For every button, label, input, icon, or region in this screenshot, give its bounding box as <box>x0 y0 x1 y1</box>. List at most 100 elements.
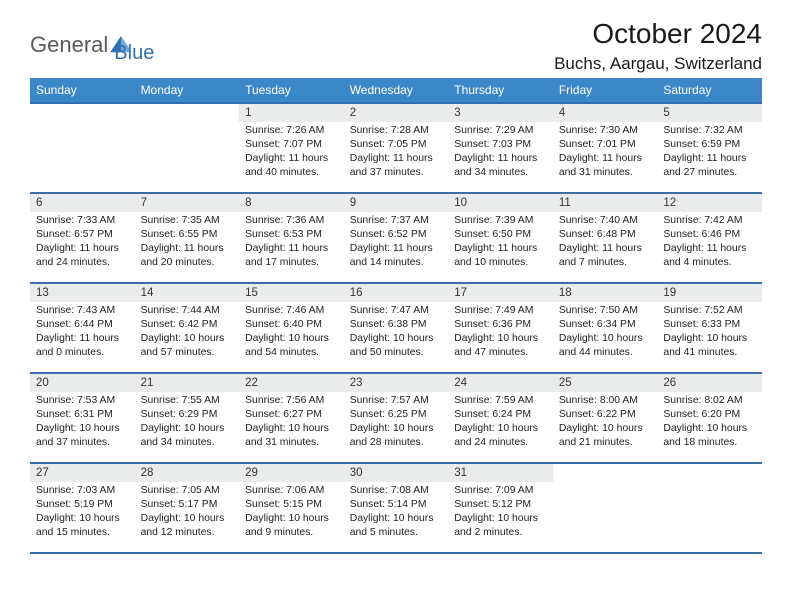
header: General Blue October 2024 Buchs, Aargau,… <box>30 18 762 74</box>
day-details: Sunrise: 7:28 AMSunset: 7:05 PMDaylight:… <box>344 122 449 184</box>
day-number: 26 <box>657 374 762 392</box>
daylight-text: Daylight: 11 hours and 0 minutes. <box>36 332 131 360</box>
calendar-cell: 25Sunrise: 8:00 AMSunset: 6:22 PMDayligh… <box>553 373 658 463</box>
sunset-text: Sunset: 5:12 PM <box>454 498 549 512</box>
sunset-text: Sunset: 6:40 PM <box>245 318 340 332</box>
sunset-text: Sunset: 6:46 PM <box>663 228 758 242</box>
sunrise-text: Sunrise: 7:35 AM <box>141 214 236 228</box>
sunset-text: Sunset: 6:52 PM <box>350 228 445 242</box>
day-details: Sunrise: 7:30 AMSunset: 7:01 PMDaylight:… <box>553 122 658 184</box>
sunrise-text: Sunrise: 7:03 AM <box>36 484 131 498</box>
calendar-cell <box>135 103 240 193</box>
daylight-text: Daylight: 11 hours and 17 minutes. <box>245 242 340 270</box>
day-number: 16 <box>344 284 449 302</box>
daylight-text: Daylight: 10 hours and 50 minutes. <box>350 332 445 360</box>
daylight-text: Daylight: 10 hours and 28 minutes. <box>350 422 445 450</box>
month-title: October 2024 <box>554 18 762 50</box>
calendar-cell <box>30 103 135 193</box>
day-number: 12 <box>657 194 762 212</box>
daylight-text: Daylight: 11 hours and 34 minutes. <box>454 152 549 180</box>
day-details: Sunrise: 7:55 AMSunset: 6:29 PMDaylight:… <box>135 392 240 454</box>
weekday-header: Sunday <box>30 78 135 103</box>
brand-logo: General Blue <box>30 24 154 65</box>
day-details: Sunrise: 7:29 AMSunset: 7:03 PMDaylight:… <box>448 122 553 184</box>
day-details: Sunrise: 7:46 AMSunset: 6:40 PMDaylight:… <box>239 302 344 364</box>
day-details: Sunrise: 7:50 AMSunset: 6:34 PMDaylight:… <box>553 302 658 364</box>
day-details: Sunrise: 7:47 AMSunset: 6:38 PMDaylight:… <box>344 302 449 364</box>
sunset-text: Sunset: 6:34 PM <box>559 318 654 332</box>
daylight-text: Daylight: 10 hours and 57 minutes. <box>141 332 236 360</box>
day-details: Sunrise: 7:26 AMSunset: 7:07 PMDaylight:… <box>239 122 344 184</box>
calendar-week-row: 13Sunrise: 7:43 AMSunset: 6:44 PMDayligh… <box>30 283 762 373</box>
calendar-cell: 10Sunrise: 7:39 AMSunset: 6:50 PMDayligh… <box>448 193 553 283</box>
sunrise-text: Sunrise: 7:29 AM <box>454 124 549 138</box>
day-number: 15 <box>239 284 344 302</box>
day-number: 7 <box>135 194 240 212</box>
sunrise-text: Sunrise: 7:09 AM <box>454 484 549 498</box>
weekday-header: Monday <box>135 78 240 103</box>
sunset-text: Sunset: 6:33 PM <box>663 318 758 332</box>
daylight-text: Daylight: 10 hours and 15 minutes. <box>36 512 131 540</box>
calendar-cell: 4Sunrise: 7:30 AMSunset: 7:01 PMDaylight… <box>553 103 658 193</box>
brand-part2: Blue <box>114 42 154 65</box>
sunset-text: Sunset: 6:22 PM <box>559 408 654 422</box>
day-number: 27 <box>30 464 135 482</box>
daylight-text: Daylight: 11 hours and 27 minutes. <box>663 152 758 180</box>
sunset-text: Sunset: 6:38 PM <box>350 318 445 332</box>
calendar-week-row: 6Sunrise: 7:33 AMSunset: 6:57 PMDaylight… <box>30 193 762 283</box>
daylight-text: Daylight: 11 hours and 37 minutes. <box>350 152 445 180</box>
calendar-cell: 23Sunrise: 7:57 AMSunset: 6:25 PMDayligh… <box>344 373 449 463</box>
sunset-text: Sunset: 6:59 PM <box>663 138 758 152</box>
day-details: Sunrise: 7:36 AMSunset: 6:53 PMDaylight:… <box>239 212 344 274</box>
day-details: Sunrise: 7:53 AMSunset: 6:31 PMDaylight:… <box>30 392 135 454</box>
calendar-week-row: 1Sunrise: 7:26 AMSunset: 7:07 PMDaylight… <box>30 103 762 193</box>
day-details: Sunrise: 7:42 AMSunset: 6:46 PMDaylight:… <box>657 212 762 274</box>
daylight-text: Daylight: 11 hours and 24 minutes. <box>36 242 131 270</box>
day-number: 18 <box>553 284 658 302</box>
sunset-text: Sunset: 6:57 PM <box>36 228 131 242</box>
sunset-text: Sunset: 6:36 PM <box>454 318 549 332</box>
sunrise-text: Sunrise: 7:56 AM <box>245 394 340 408</box>
title-block: October 2024 Buchs, Aargau, Switzerland <box>554 18 762 74</box>
calendar-cell: 15Sunrise: 7:46 AMSunset: 6:40 PMDayligh… <box>239 283 344 373</box>
daylight-text: Daylight: 10 hours and 47 minutes. <box>454 332 549 360</box>
sunrise-text: Sunrise: 7:44 AM <box>141 304 236 318</box>
sunset-text: Sunset: 6:27 PM <box>245 408 340 422</box>
day-number: 24 <box>448 374 553 392</box>
calendar-cell: 24Sunrise: 7:59 AMSunset: 6:24 PMDayligh… <box>448 373 553 463</box>
sunrise-text: Sunrise: 7:05 AM <box>141 484 236 498</box>
sunset-text: Sunset: 6:50 PM <box>454 228 549 242</box>
sunset-text: Sunset: 6:24 PM <box>454 408 549 422</box>
sunrise-text: Sunrise: 7:59 AM <box>454 394 549 408</box>
sunrise-text: Sunrise: 7:37 AM <box>350 214 445 228</box>
daylight-text: Daylight: 10 hours and 9 minutes. <box>245 512 340 540</box>
day-number: 25 <box>553 374 658 392</box>
sunrise-text: Sunrise: 7:06 AM <box>245 484 340 498</box>
day-details: Sunrise: 7:39 AMSunset: 6:50 PMDaylight:… <box>448 212 553 274</box>
daylight-text: Daylight: 11 hours and 4 minutes. <box>663 242 758 270</box>
sunrise-text: Sunrise: 8:00 AM <box>559 394 654 408</box>
day-number: 10 <box>448 194 553 212</box>
sunrise-text: Sunrise: 7:52 AM <box>663 304 758 318</box>
weekday-header: Wednesday <box>344 78 449 103</box>
calendar-cell: 28Sunrise: 7:05 AMSunset: 5:17 PMDayligh… <box>135 463 240 553</box>
sunset-text: Sunset: 5:17 PM <box>141 498 236 512</box>
sunset-text: Sunset: 6:55 PM <box>141 228 236 242</box>
sunrise-text: Sunrise: 7:32 AM <box>663 124 758 138</box>
sunset-text: Sunset: 7:01 PM <box>559 138 654 152</box>
daylight-text: Daylight: 10 hours and 2 minutes. <box>454 512 549 540</box>
calendar-cell: 13Sunrise: 7:43 AMSunset: 6:44 PMDayligh… <box>30 283 135 373</box>
sunrise-text: Sunrise: 8:02 AM <box>663 394 758 408</box>
day-details: Sunrise: 7:32 AMSunset: 6:59 PMDaylight:… <box>657 122 762 184</box>
sunrise-text: Sunrise: 7:36 AM <box>245 214 340 228</box>
calendar-cell: 20Sunrise: 7:53 AMSunset: 6:31 PMDayligh… <box>30 373 135 463</box>
day-number: 3 <box>448 104 553 122</box>
sunrise-text: Sunrise: 7:42 AM <box>663 214 758 228</box>
calendar-cell: 7Sunrise: 7:35 AMSunset: 6:55 PMDaylight… <box>135 193 240 283</box>
day-number: 11 <box>553 194 658 212</box>
day-details: Sunrise: 7:56 AMSunset: 6:27 PMDaylight:… <box>239 392 344 454</box>
sunset-text: Sunset: 6:25 PM <box>350 408 445 422</box>
sunrise-text: Sunrise: 7:46 AM <box>245 304 340 318</box>
calendar-cell: 14Sunrise: 7:44 AMSunset: 6:42 PMDayligh… <box>135 283 240 373</box>
calendar-cell: 2Sunrise: 7:28 AMSunset: 7:05 PMDaylight… <box>344 103 449 193</box>
